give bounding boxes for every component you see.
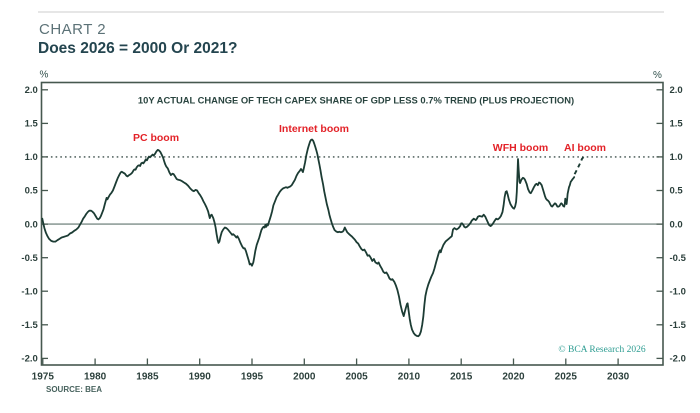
svg-text:1.5: 1.5 — [25, 119, 39, 130]
svg-text:AI boom: AI boom — [564, 142, 606, 154]
svg-text:2005: 2005 — [345, 372, 368, 383]
svg-text:2025: 2025 — [555, 372, 578, 383]
svg-text:1995: 1995 — [241, 372, 264, 383]
svg-text:-0.5: -0.5 — [21, 253, 38, 264]
svg-text:2020: 2020 — [502, 372, 525, 383]
svg-text:1985: 1985 — [136, 372, 159, 383]
svg-text:1980: 1980 — [84, 372, 107, 383]
svg-text:0.5: 0.5 — [25, 186, 39, 197]
svg-text:-0.5: -0.5 — [670, 253, 687, 264]
svg-text:© BCA Research 2026: © BCA Research 2026 — [558, 344, 645, 355]
svg-text:2015: 2015 — [450, 372, 473, 383]
svg-text:1975: 1975 — [32, 372, 55, 383]
svg-text:PC boom: PC boom — [133, 132, 179, 144]
svg-text:0.0: 0.0 — [670, 219, 683, 230]
svg-text:2.0: 2.0 — [25, 85, 38, 96]
svg-text:%: % — [653, 70, 662, 81]
svg-text:2.0: 2.0 — [670, 85, 683, 96]
svg-text:1990: 1990 — [189, 372, 212, 383]
svg-text:1.5: 1.5 — [670, 119, 684, 130]
svg-text:-1.5: -1.5 — [21, 320, 38, 331]
svg-text:-2.0: -2.0 — [670, 354, 686, 365]
svg-text:2030: 2030 — [607, 372, 630, 383]
svg-text:%: % — [40, 70, 49, 81]
svg-text:-2.0: -2.0 — [21, 354, 37, 365]
svg-text:Internet boom: Internet boom — [279, 123, 349, 135]
svg-text:-1.0: -1.0 — [670, 286, 686, 297]
svg-text:2000: 2000 — [293, 372, 316, 383]
svg-text:1.0: 1.0 — [25, 152, 38, 163]
svg-text:0.5: 0.5 — [670, 186, 684, 197]
svg-text:-1.0: -1.0 — [21, 286, 37, 297]
svg-text:10Y ACTUAL CHANGE OF TECH CAPE: 10Y ACTUAL CHANGE OF TECH CAPEX SHARE OF… — [138, 95, 574, 106]
svg-text:2010: 2010 — [398, 372, 421, 383]
svg-text:1.0: 1.0 — [670, 152, 683, 163]
svg-text:-1.5: -1.5 — [670, 320, 687, 331]
svg-text:SOURCE: BEA: SOURCE: BEA — [46, 385, 102, 394]
svg-text:WFH boom: WFH boom — [493, 142, 548, 154]
svg-text:0.0: 0.0 — [25, 219, 38, 230]
